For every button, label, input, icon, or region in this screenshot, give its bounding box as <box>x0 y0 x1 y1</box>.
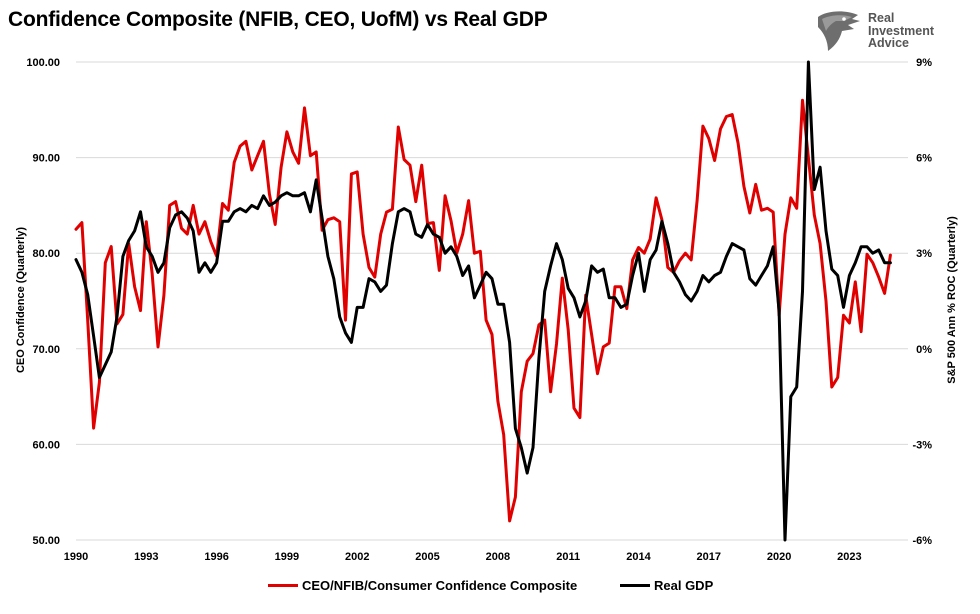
y-left-tick-label: 90.00 <box>32 153 60 165</box>
y-right-tick-label: 9% <box>916 57 932 69</box>
right-axis-title: S&P 500 Ann % ROC (Quarterly) <box>946 216 958 384</box>
brand-logo: Real Investment Advice <box>814 9 954 53</box>
series-group <box>74 60 892 542</box>
legend-item-composite: CEO/NFIB/Consumer Confidence Composite <box>268 578 577 593</box>
x-tick-label: 2008 <box>486 551 510 563</box>
tick-labels: 50.00 60.00 70.00 80.00 90.00 100.00 -6% -3% 0% 3… <box>26 57 932 563</box>
legend: CEO/NFIB/Consumer Confidence Composite R… <box>0 578 980 600</box>
y-left-tick-label: 70.00 <box>32 344 60 356</box>
x-tick-label: 1993 <box>134 551 158 563</box>
legend-swatch-gdp <box>620 584 650 587</box>
x-tick-label: 2011 <box>556 551 580 563</box>
series-line-real-gdp <box>74 60 892 542</box>
y-left-tick-label: 80.00 <box>32 248 60 260</box>
x-tick-label: 2014 <box>626 551 651 563</box>
x-tick-label: 2020 <box>767 551 791 563</box>
legend-label-composite: CEO/NFIB/Consumer Confidence Composite <box>302 578 578 593</box>
logo-line-1: Real <box>868 11 895 25</box>
x-tick-label: 2017 <box>697 551 721 563</box>
series-line-composite <box>74 98 892 523</box>
y-right-tick-label: 3% <box>916 248 932 260</box>
chart-title: Confidence Composite (NFIB, CEO, UofM) v… <box>8 8 548 31</box>
y-left-tick-label: 100.00 <box>26 57 60 69</box>
legend-label-gdp: Real GDP <box>654 578 714 593</box>
legend-item-gdp: Real GDP <box>620 578 713 593</box>
logo-line-2: Investment <box>868 23 934 38</box>
x-tick-label: 2023 <box>837 551 861 563</box>
y-right-tick-label: -3% <box>912 439 932 451</box>
logo-line-3: Advice <box>868 36 909 50</box>
y-right-tick-label: 6% <box>916 153 932 165</box>
x-tick-label: 1990 <box>64 551 88 563</box>
y-right-tick-label: 0% <box>916 344 932 356</box>
y-right-tick-label: -6% <box>912 535 932 547</box>
x-tick-label: 2005 <box>415 551 439 563</box>
left-axis-title: CEO Confidence (Quarterly) <box>15 227 27 373</box>
y-left-tick-label: 50.00 <box>32 535 60 547</box>
x-tick-label: 1999 <box>275 551 299 563</box>
x-tick-label: 1996 <box>204 551 228 563</box>
x-tick-label: 2002 <box>345 551 369 563</box>
y-left-tick-label: 60.00 <box>32 439 60 451</box>
eagle-head-icon <box>818 11 860 51</box>
legend-swatch-composite <box>268 584 298 587</box>
